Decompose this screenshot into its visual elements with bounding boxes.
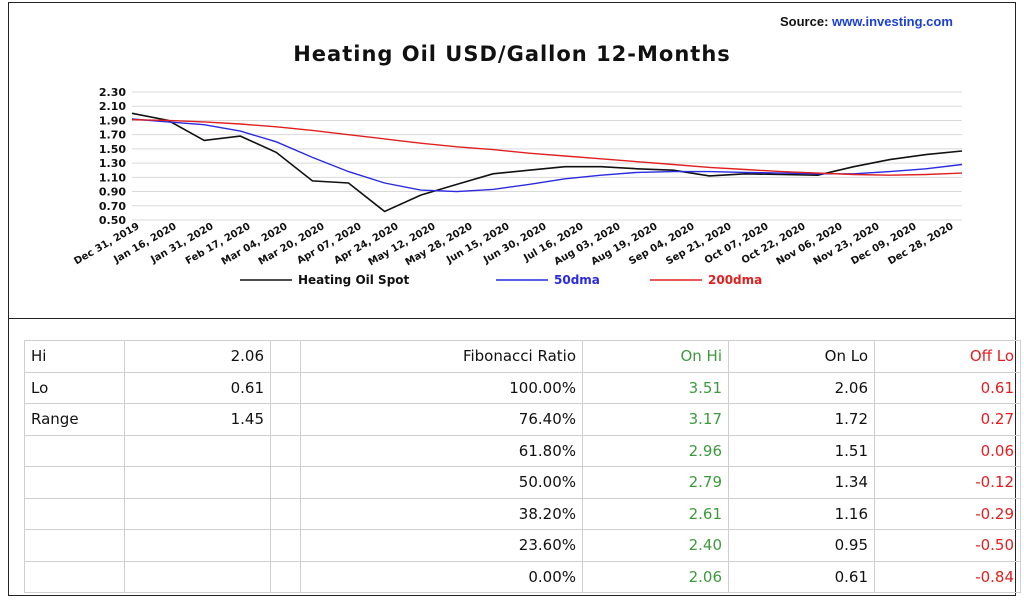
off-lo-cell: 0.06 xyxy=(874,434,1021,467)
row-value-cell xyxy=(124,497,271,530)
x-tick-label: Feb 17, 2020 xyxy=(184,221,253,267)
on-lo-cell: 1.16 xyxy=(728,497,875,530)
table-row: Hi 2.06 Fibonacci Ratio On Hi On Lo Off Lo xyxy=(24,340,1021,373)
spacer-cell xyxy=(270,466,301,499)
y-tick-label: 1.50 xyxy=(99,143,126,156)
on-hi-cell: 2.79 xyxy=(582,466,729,499)
table-row: 0.00% 2.06 0.61 -0.84 xyxy=(24,560,1021,593)
fib-ratio-cell: 61.80% xyxy=(300,434,583,467)
x-tick-label: Jun 15, 2020 xyxy=(444,221,511,266)
x-tick-label: Jan 31, 2020 xyxy=(148,221,215,266)
fib-ratio-cell: 23.60% xyxy=(300,529,583,562)
legend-label: Heating Oil Spot xyxy=(298,273,410,287)
x-tick-label: Dec 28, 2020 xyxy=(886,221,955,267)
y-tick-label: 1.30 xyxy=(99,157,126,170)
on-hi-cell: 2.96 xyxy=(582,434,729,467)
on-hi-cell: 2.61 xyxy=(582,497,729,530)
row-value-cell xyxy=(124,529,271,562)
on-lo-cell: 1.34 xyxy=(728,466,875,499)
on-lo-cell: 0.61 xyxy=(728,560,875,593)
off-lo-cell: -0.50 xyxy=(874,529,1021,562)
y-tick-label: 1.10 xyxy=(99,171,126,184)
row-label-cell xyxy=(24,529,125,562)
on-hi-cell: On Hi xyxy=(582,340,729,373)
spacer-cell xyxy=(270,403,301,436)
legend-label: 50dma xyxy=(554,273,600,287)
row-label-cell xyxy=(24,466,125,499)
y-tick-label: 1.90 xyxy=(99,114,126,127)
x-tick-label: Apr 07, 2020 xyxy=(295,221,363,267)
off-lo-cell: -0.12 xyxy=(874,466,1021,499)
y-tick-label: 0.50 xyxy=(99,214,126,227)
row-label-cell: Range xyxy=(24,403,125,436)
spacer-cell xyxy=(270,340,301,373)
x-tick-label: Oct 07, 2020 xyxy=(703,221,771,266)
row-label-cell xyxy=(24,560,125,593)
chart-frame xyxy=(8,2,1016,596)
table-row: 38.20% 2.61 1.16 -0.29 xyxy=(24,497,1021,530)
spacer-cell xyxy=(270,434,301,467)
row-value-cell xyxy=(124,466,271,499)
off-lo-cell: -0.84 xyxy=(874,560,1021,593)
table-row: Range 1.45 76.40% 3.17 1.72 0.27 xyxy=(24,403,1021,436)
chart-title: Heating Oil USD/Gallon 12-Months xyxy=(293,42,731,66)
fib-ratio-cell: 38.20% xyxy=(300,497,583,530)
fibonacci-table: Hi 2.06 Fibonacci Ratio On Hi On Lo Off Lo Lo 0… xyxy=(24,340,1021,593)
table-row: 50.00% 2.79 1.34 -0.12 xyxy=(24,466,1021,499)
fib-ratio-cell: 0.00% xyxy=(300,560,583,593)
fib-ratio-cell: 50.00% xyxy=(300,466,583,499)
legend-label: 200dma xyxy=(708,273,762,287)
fib-ratio-cell: 100.00% xyxy=(300,371,583,404)
fib-ratio-cell: 76.40% xyxy=(300,403,583,436)
row-label-cell: Hi xyxy=(24,340,125,373)
table-row: Lo 0.61 100.00% 3.51 2.06 0.61 xyxy=(24,371,1021,404)
on-lo-cell: 2.06 xyxy=(728,371,875,404)
off-lo-cell: 0.61 xyxy=(874,371,1021,404)
y-tick-label: 0.70 xyxy=(99,200,126,213)
spacer-cell xyxy=(270,529,301,562)
series-line xyxy=(131,112,963,213)
spacer-cell xyxy=(270,560,301,593)
x-tick-label: Oct 22, 2020 xyxy=(740,221,808,266)
fib-ratio-cell: Fibonacci Ratio xyxy=(300,340,583,373)
x-tick-label: Jan 16, 2020 xyxy=(111,221,178,266)
row-label-cell xyxy=(24,497,125,530)
row-value-cell xyxy=(124,560,271,593)
section-divider xyxy=(8,318,1016,319)
row-value-cell: 1.45 xyxy=(124,403,271,436)
x-tick-label: Jun 30, 2020 xyxy=(481,221,548,266)
on-hi-cell: 3.17 xyxy=(582,403,729,436)
series-line xyxy=(131,119,963,176)
row-value-cell xyxy=(124,434,271,467)
off-lo-cell: -0.29 xyxy=(874,497,1021,530)
on-hi-cell: 2.06 xyxy=(582,560,729,593)
source-note: Source: www.investing.com xyxy=(780,14,953,29)
spacer-cell xyxy=(270,371,301,404)
row-label-cell: Lo xyxy=(24,371,125,404)
table-row: 23.60% 2.40 0.95 -0.50 xyxy=(24,529,1021,562)
on-lo-cell: On Lo xyxy=(728,340,875,373)
source-link[interactable]: www.investing.com xyxy=(832,14,953,29)
y-tick-label: 2.10 xyxy=(99,100,126,113)
off-lo-cell: Off Lo xyxy=(874,340,1021,373)
table-row: 61.80% 2.96 1.51 0.06 xyxy=(24,434,1021,467)
y-tick-label: 2.30 xyxy=(99,86,126,99)
row-value-cell: 0.61 xyxy=(124,371,271,404)
spacer-cell xyxy=(270,497,301,530)
on-lo-cell: 1.51 xyxy=(728,434,875,467)
row-label-cell xyxy=(24,434,125,467)
on-lo-cell: 1.72 xyxy=(728,403,875,436)
line-chart: 2.302.101.90 1.701.501.301.10 0.900.700.50… xyxy=(72,86,963,287)
on-hi-cell: 2.40 xyxy=(582,529,729,562)
on-hi-cell: 3.51 xyxy=(582,371,729,404)
row-value-cell: 2.06 xyxy=(124,340,271,373)
off-lo-cell: 0.27 xyxy=(874,403,1021,436)
on-lo-cell: 0.95 xyxy=(728,529,875,562)
y-tick-label: 1.70 xyxy=(99,129,126,142)
y-tick-label: 0.90 xyxy=(99,186,126,199)
source-label: Source: xyxy=(780,14,829,29)
